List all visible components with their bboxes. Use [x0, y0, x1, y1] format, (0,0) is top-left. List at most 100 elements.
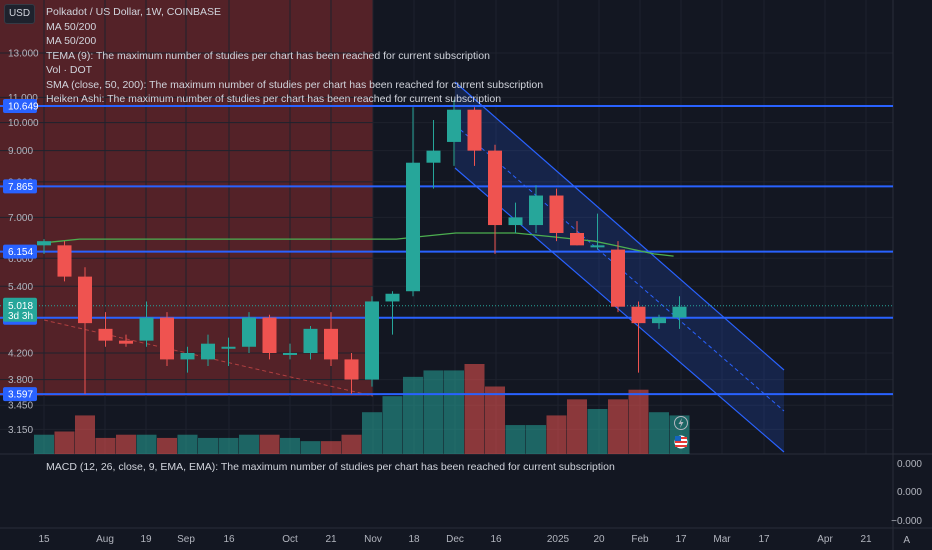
candle-body — [262, 317, 277, 353]
us-flag-icon[interactable] — [674, 435, 688, 449]
volume-bar — [177, 434, 198, 454]
candle — [119, 334, 133, 347]
volume-bar — [362, 412, 382, 454]
level-price-label: 3.597 — [8, 390, 33, 401]
volume-bar — [300, 441, 321, 454]
volume-bar — [280, 437, 300, 454]
candle — [406, 107, 420, 297]
candle-body — [447, 109, 461, 142]
legend-line: MA 50/200 — [46, 35, 97, 47]
candle — [611, 241, 625, 313]
macd-tick-label: −0.000 — [891, 516, 922, 527]
lightning-icon[interactable] — [674, 416, 688, 430]
candle-body — [488, 150, 502, 226]
time-tick-label: Mar — [713, 534, 731, 545]
candles — [37, 99, 687, 394]
volume-bar — [423, 370, 444, 454]
level-price-label: 7.865 — [8, 182, 33, 193]
level-price-tag — [3, 179, 37, 194]
candle — [590, 213, 605, 250]
volume-bar — [464, 364, 485, 454]
macd-tick-label: 0.000 — [897, 487, 922, 498]
candle-body — [324, 328, 338, 360]
time-tick-label: Sep — [177, 534, 195, 545]
legend-line: TEMA (9): The maximum number of studies … — [46, 49, 490, 62]
time-tick-label: 16 — [490, 534, 502, 545]
candle-body — [78, 276, 92, 324]
candle — [180, 346, 195, 373]
time-tick-label: 21 — [860, 534, 872, 545]
price-tick-label: 6.000 — [8, 254, 33, 265]
price-tick-label: 11.000 — [8, 93, 38, 104]
candle — [652, 314, 666, 329]
price-tick-label: 3.450 — [8, 401, 33, 412]
candle — [283, 343, 297, 360]
time-tick-label: 2025 — [547, 534, 570, 545]
candle — [160, 312, 174, 366]
time-tick-label: 17 — [675, 534, 687, 545]
legend-line: Heiken Ashi: The maximum number of studi… — [46, 93, 502, 105]
candle-body — [631, 306, 646, 324]
volume-bar — [116, 434, 136, 454]
candle — [631, 301, 646, 373]
price-tick-label: 4.200 — [8, 349, 33, 360]
candle — [221, 337, 236, 366]
auto-scale-button[interactable]: A — [903, 535, 910, 546]
volume-bar — [444, 370, 464, 454]
candle-body — [672, 306, 687, 318]
bar-countdown-label: 3d 3h — [8, 311, 33, 322]
candle-body — [139, 317, 154, 341]
candle-body — [365, 301, 379, 380]
price-axis[interactable]: 13.00011.00010.0009.0008.0007.0006.0005.… — [3, 49, 39, 436]
candle — [242, 312, 256, 353]
candle-body — [652, 317, 666, 324]
level-price-label: 6.154 — [8, 247, 33, 258]
candle — [467, 107, 482, 166]
candle-body — [37, 241, 51, 246]
time-axis[interactable]: 15 Aug 19 Sep 16 Oct 21 Nov 18 Dec 16 2025 20 Feb 17 Ma… — [38, 534, 872, 545]
level-price-tag — [3, 244, 37, 259]
candle — [78, 267, 92, 394]
symbol-title[interactable]: Polkadot / US Dollar, 1W, COINBASE — [46, 6, 222, 18]
candle-body — [180, 353, 195, 360]
chart-legend: Polkadot / US Dollar, 1W, COINBASE MA 50… — [46, 5, 543, 107]
channel-upper[interactable] — [454, 81, 785, 371]
price-tick-label: 5.400 — [8, 282, 33, 293]
volume-bar — [587, 409, 608, 454]
legend-line: SMA (close, 50, 200): The maximum number… — [46, 78, 544, 91]
sma-line — [39, 232, 674, 257]
volume-bar — [649, 412, 669, 454]
candle — [262, 314, 277, 360]
candle — [488, 144, 502, 254]
price-tick-label: 3.800 — [8, 375, 33, 386]
candle — [344, 353, 359, 394]
volume-bar — [198, 437, 218, 454]
candle-body — [160, 317, 174, 360]
candle-body — [57, 245, 72, 277]
level-price-tag — [3, 98, 37, 113]
candle-body — [549, 195, 564, 233]
candle-body — [344, 359, 359, 380]
price-tick-label: 3.150 — [8, 425, 33, 436]
price-tick-label: 9.000 — [8, 146, 33, 157]
candle — [672, 296, 687, 329]
candle-body — [303, 328, 318, 353]
candle — [529, 185, 543, 233]
time-tick-label: 21 — [325, 534, 337, 545]
currency-button[interactable]: USD — [4, 4, 35, 24]
volume-bar — [485, 386, 505, 454]
volume-bar — [75, 415, 95, 454]
volume-bar — [54, 431, 75, 454]
candle-body — [508, 217, 523, 226]
time-tick-label: Feb — [631, 534, 649, 545]
candle — [303, 325, 318, 360]
candle — [201, 334, 215, 366]
channel-lower[interactable] — [454, 167, 785, 453]
volume-bar — [403, 376, 423, 454]
candle-body — [119, 340, 133, 344]
time-tick-label: Nov — [364, 534, 382, 545]
time-tick-label: 15 — [38, 534, 50, 545]
candle — [365, 296, 379, 387]
volume-bar — [321, 441, 341, 454]
